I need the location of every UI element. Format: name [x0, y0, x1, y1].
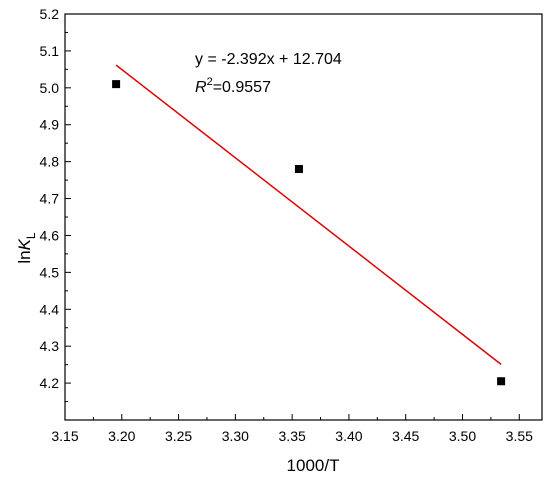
x-tick-label-6: 3.45 — [392, 428, 419, 444]
y-axis-title-italic: K — [15, 238, 34, 250]
x-tick-label-5: 3.40 — [335, 428, 362, 444]
y-tick-label-0: 4.2 — [40, 375, 60, 391]
x-tick-label-2: 3.25 — [165, 428, 192, 444]
y-tick-label-6: 4.8 — [40, 154, 60, 170]
data-point-0 — [112, 80, 121, 89]
data-point-2 — [497, 377, 506, 386]
y-tick-label-5: 4.7 — [40, 191, 60, 207]
y-tick-label-3: 4.5 — [40, 264, 60, 280]
x-tick-label-3: 3.30 — [222, 428, 249, 444]
r-squared-sup: 2 — [207, 76, 213, 88]
x-tick-label-4: 3.35 — [279, 428, 306, 444]
x-tick-label-7: 3.50 — [449, 428, 476, 444]
y-tick-label-2: 4.4 — [40, 301, 60, 317]
y-tick-label-9: 5.1 — [40, 43, 60, 59]
y-tick-label-10: 5.2 — [40, 6, 60, 22]
y-axis-title-main: ln — [15, 250, 34, 263]
x-tick-label-1: 3.20 — [108, 428, 135, 444]
r-squared-value: =0.9557 — [213, 79, 271, 96]
marks — [112, 64, 506, 386]
r-squared-letter: R — [195, 79, 207, 96]
y-tick-label-7: 4.9 — [40, 117, 60, 133]
plot-frame — [64, 13, 543, 421]
y-axis-title: lnKL — [15, 232, 38, 264]
data-point-1 — [294, 165, 303, 174]
y-tick-label-8: 5.0 — [40, 80, 60, 96]
y-tick-label-1: 4.3 — [40, 338, 60, 354]
ticks: 3.15 3.20 3.25 3.30 3.35 3.40 3.45 3.50 3.55 4.2 4… — [40, 6, 534, 444]
fit-line — [115, 64, 502, 365]
axes — [64, 13, 543, 421]
y-tick-label-4: 4.6 — [40, 227, 60, 243]
x-axis-title: 1000/T — [287, 456, 340, 475]
y-axis-title-sub: L — [24, 232, 38, 239]
r-squared: R2=0.9557 — [195, 76, 271, 96]
x-tick-label-0: 3.15 — [51, 428, 78, 444]
fit-equation: y = -2.392x + 12.704 — [195, 51, 342, 68]
x-tick-label-8: 3.55 — [506, 428, 533, 444]
